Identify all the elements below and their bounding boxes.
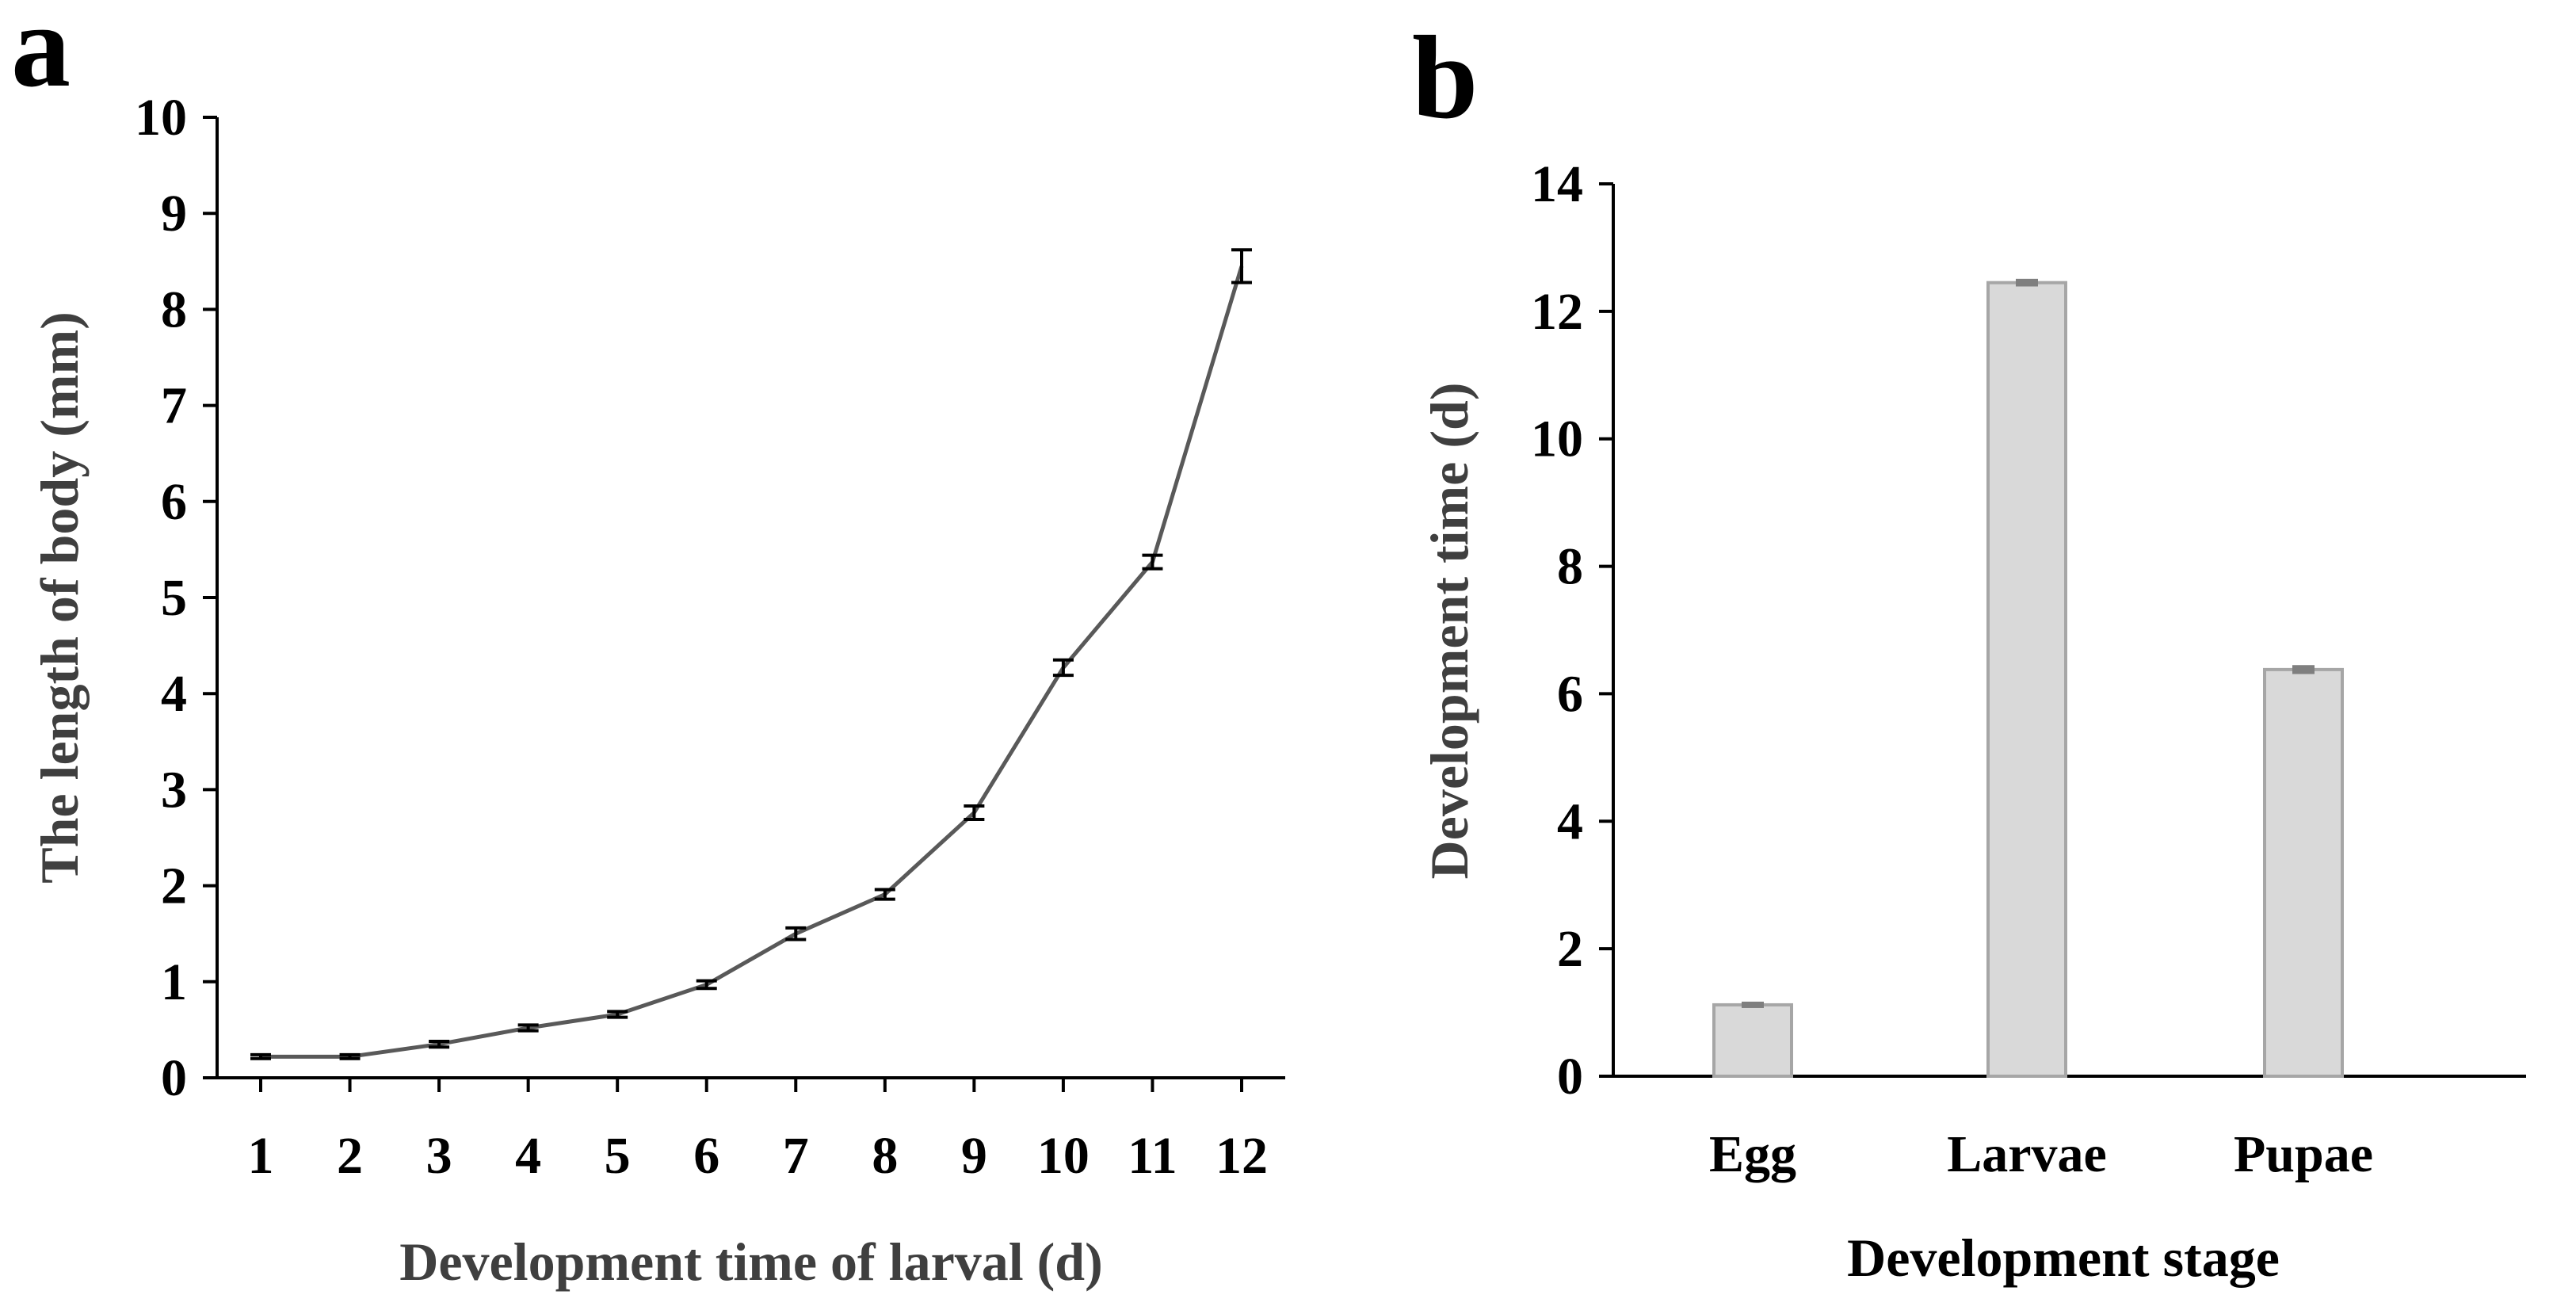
panel-b-y-axis-title: Development time (d) bbox=[1419, 383, 1479, 880]
panel-a-y-tick-label: 4 bbox=[161, 665, 187, 723]
panel-a-error-bar bbox=[517, 1023, 539, 1033]
panel-a-error-bar bbox=[696, 979, 717, 991]
panel-a-x-tick-label: 3 bbox=[426, 1127, 452, 1185]
panel-b-y-tick-label: 14 bbox=[1531, 155, 1583, 213]
panel-a-x-tick-label: 2 bbox=[337, 1127, 363, 1185]
panel-a-series bbox=[250, 248, 1252, 1060]
panel-a-x-tick-label: 11 bbox=[1128, 1127, 1177, 1185]
panel-a-x-ticks: 1 2 3 4 5 6 7 8 9 10 11 12 bbox=[248, 1078, 1268, 1185]
panel-a-y-axis-title: The length of body (mm) bbox=[29, 311, 90, 884]
panel-a-error-bar bbox=[250, 1052, 271, 1060]
panel-a-x-tick-label: 8 bbox=[872, 1127, 898, 1185]
panel-b-y-tick-label: 10 bbox=[1531, 411, 1583, 468]
panel-a-y-tick-label: 5 bbox=[161, 569, 187, 627]
panel-b-error-bar-body bbox=[1742, 1001, 1764, 1008]
panel-a-y-ticks: 0 1 2 3 4 5 6 7 8 9 10 bbox=[135, 89, 217, 1107]
panel-b-error-bar-body bbox=[2016, 278, 2038, 287]
panel-a-x-tick-label: 7 bbox=[783, 1127, 809, 1185]
panel-a-y-tick-label: 1 bbox=[161, 953, 187, 1011]
panel-b-bar bbox=[2263, 667, 2344, 1078]
panel-a-x-axis-title: Development time of larval (d) bbox=[399, 1232, 1103, 1292]
panel-a-y-tick-label: 6 bbox=[161, 473, 187, 531]
panel-b-category-label: Egg bbox=[1709, 1125, 1796, 1183]
panel-label-b: b bbox=[1412, 12, 1478, 143]
panel-b-bar bbox=[1712, 1003, 1793, 1079]
panel-b-x-labels: Egg Larvae Pupae bbox=[1709, 1125, 2373, 1183]
panel-a-error-bar bbox=[1231, 248, 1252, 285]
panel-a-x-tick-label: 9 bbox=[961, 1127, 987, 1185]
panel-b-y-tick-label: 6 bbox=[1557, 665, 1583, 723]
panel-a-error-bar bbox=[1052, 658, 1074, 678]
panel-a-error-bar bbox=[339, 1052, 361, 1060]
panel-a-x-tick-label: 4 bbox=[515, 1127, 541, 1185]
panel-b-bars bbox=[1712, 278, 2344, 1079]
panel-a-error-bar bbox=[607, 1010, 628, 1019]
panel-a-y-tick-label: 2 bbox=[161, 857, 187, 915]
panel-a-error-bar bbox=[785, 926, 807, 941]
panel-a-y-tick-label: 3 bbox=[161, 761, 187, 819]
panel-b-bar bbox=[1986, 281, 2067, 1078]
panel-b-y-tick-label: 4 bbox=[1557, 792, 1583, 850]
panel-b-error-bar bbox=[1742, 1001, 1764, 1008]
panel-a-error-bar bbox=[1142, 553, 1163, 571]
panel-b-category-label: Larvae bbox=[1947, 1125, 2107, 1183]
panel-a-series-line bbox=[261, 265, 1244, 1059]
panel-b-y-tick-label: 8 bbox=[1557, 538, 1583, 596]
panel-b-y-tick-label: 2 bbox=[1557, 920, 1583, 978]
panel-b-error-bar-body bbox=[2292, 665, 2315, 674]
panel-b-bar-chart: 0 2 4 6 8 10 12 14 Egg Larvae Pupae Development s… bbox=[1419, 155, 2526, 1288]
panel-a-error-bar bbox=[874, 888, 895, 901]
panel-a-y-tick-label: 0 bbox=[161, 1049, 187, 1107]
panel-a-x-tick-label: 6 bbox=[693, 1127, 719, 1185]
panel-a-y-tick-label: 7 bbox=[161, 377, 187, 435]
panel-b-y-tick-label: 0 bbox=[1557, 1048, 1583, 1106]
panel-a-x-tick-label: 10 bbox=[1037, 1127, 1090, 1185]
panel-b-category-label: Pupae bbox=[2234, 1125, 2373, 1183]
panel-a-y-tick-label: 9 bbox=[161, 185, 187, 243]
panel-b-x-axis-title: Development stage bbox=[1847, 1228, 2280, 1288]
panel-a-error-bar bbox=[964, 804, 985, 821]
panel-a-x-tick-label: 12 bbox=[1215, 1127, 1268, 1185]
panel-a-y-tick-label: 10 bbox=[135, 89, 187, 147]
panel-b-error-bar bbox=[2292, 665, 2315, 674]
panel-a-error-bar bbox=[429, 1039, 450, 1049]
panel-a-x-tick-label: 1 bbox=[248, 1127, 274, 1185]
panel-b-y-tick-label: 12 bbox=[1531, 283, 1583, 341]
panel-a-y-tick-label: 8 bbox=[161, 281, 187, 338]
panel-label-a: a bbox=[11, 0, 71, 112]
panel-a-x-tick-label: 5 bbox=[605, 1127, 631, 1185]
panel-b-error-bar bbox=[2016, 278, 2038, 287]
panel-b-y-ticks: 0 2 4 6 8 10 12 14 bbox=[1531, 155, 1613, 1106]
